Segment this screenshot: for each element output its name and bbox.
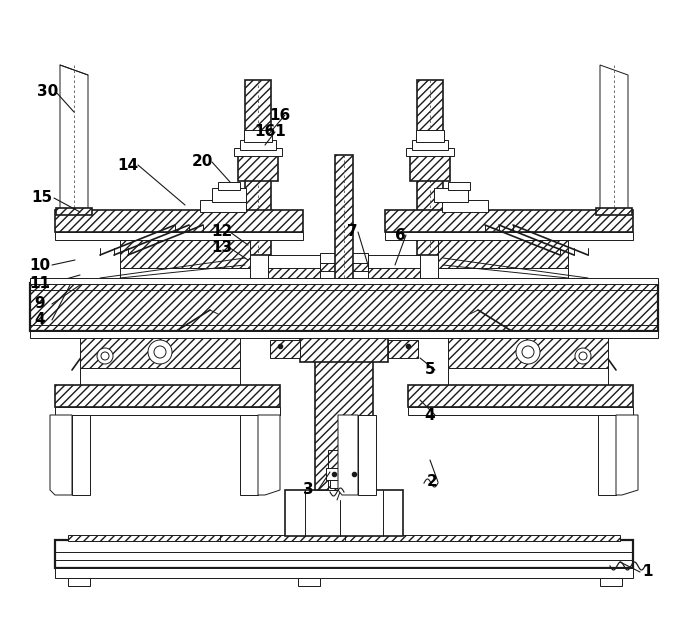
Text: 4: 4 — [424, 407, 435, 422]
Bar — [285, 490, 403, 536]
Bar — [410, 155, 450, 181]
Bar — [268, 255, 320, 283]
Bar — [55, 232, 303, 240]
Bar — [416, 130, 444, 142]
Text: 11: 11 — [30, 275, 50, 291]
Bar — [412, 140, 448, 150]
Text: 14: 14 — [117, 157, 139, 172]
Bar — [438, 268, 568, 283]
Text: 1: 1 — [643, 564, 653, 580]
Circle shape — [154, 346, 166, 358]
Bar — [406, 148, 454, 156]
Circle shape — [148, 340, 172, 364]
Bar — [408, 407, 633, 415]
Bar — [55, 568, 633, 578]
Bar — [120, 240, 250, 268]
Bar — [320, 263, 368, 271]
Bar — [600, 578, 622, 586]
Circle shape — [522, 346, 534, 358]
Bar — [448, 338, 608, 368]
Bar — [408, 385, 633, 407]
Bar — [55, 210, 303, 232]
Bar — [200, 200, 246, 212]
Text: 30: 30 — [37, 84, 59, 99]
Text: 7: 7 — [346, 224, 357, 239]
Bar — [30, 283, 658, 331]
Bar — [80, 338, 240, 368]
Bar — [300, 330, 388, 362]
Bar — [448, 368, 608, 386]
Text: 2: 2 — [426, 474, 437, 490]
Text: 图: 图 — [406, 288, 433, 332]
Polygon shape — [600, 65, 628, 210]
Text: 3: 3 — [303, 482, 313, 497]
Circle shape — [101, 352, 109, 360]
Circle shape — [579, 352, 587, 360]
Circle shape — [97, 348, 113, 364]
Text: 迪: 迪 — [306, 288, 333, 332]
Bar — [212, 188, 246, 202]
Bar — [234, 148, 282, 156]
Bar — [335, 155, 353, 283]
Bar — [244, 130, 272, 142]
Text: 4: 4 — [34, 312, 46, 327]
Text: 15: 15 — [32, 190, 52, 205]
Text: 20: 20 — [191, 154, 213, 169]
Bar — [326, 468, 362, 480]
Polygon shape — [258, 415, 280, 495]
Bar — [442, 200, 488, 212]
Text: 16: 16 — [269, 107, 290, 123]
Bar — [55, 385, 280, 407]
Text: 161: 161 — [254, 125, 286, 140]
Text: 12: 12 — [211, 224, 233, 239]
Text: 吴: 吴 — [206, 288, 233, 332]
Bar — [448, 182, 470, 190]
Bar — [328, 450, 360, 490]
Bar — [55, 407, 280, 415]
Bar — [385, 210, 633, 232]
Text: 13: 13 — [211, 241, 233, 255]
Bar — [438, 240, 568, 268]
Bar — [80, 368, 240, 386]
Bar — [598, 415, 616, 495]
Bar — [330, 480, 358, 488]
Text: 5: 5 — [424, 363, 435, 378]
Bar — [270, 340, 300, 358]
Bar — [368, 268, 420, 283]
Bar — [245, 80, 271, 255]
Bar — [298, 578, 320, 586]
Bar — [218, 182, 240, 190]
Bar — [358, 415, 376, 495]
Polygon shape — [338, 415, 358, 495]
Bar — [388, 340, 418, 358]
Polygon shape — [50, 415, 72, 495]
Polygon shape — [596, 208, 632, 215]
Polygon shape — [616, 415, 638, 495]
Text: 10: 10 — [30, 257, 50, 273]
Bar — [240, 140, 276, 150]
Bar — [268, 268, 320, 283]
Text: 9: 9 — [34, 296, 46, 311]
Bar — [315, 360, 373, 490]
Bar — [385, 232, 633, 240]
Text: 6: 6 — [395, 228, 406, 242]
Bar — [30, 278, 658, 284]
Bar — [120, 268, 250, 283]
Bar — [55, 540, 633, 568]
Bar — [240, 415, 258, 495]
Bar — [68, 578, 90, 586]
Bar — [30, 331, 658, 338]
Bar — [238, 155, 278, 181]
Bar — [68, 535, 620, 541]
Polygon shape — [56, 208, 92, 215]
Polygon shape — [60, 65, 88, 210]
Bar — [434, 188, 468, 202]
Circle shape — [575, 348, 591, 364]
Bar — [320, 253, 368, 263]
Bar — [295, 310, 393, 332]
Bar — [368, 255, 420, 283]
Bar — [417, 80, 443, 255]
Circle shape — [516, 340, 540, 364]
Bar — [72, 415, 90, 495]
